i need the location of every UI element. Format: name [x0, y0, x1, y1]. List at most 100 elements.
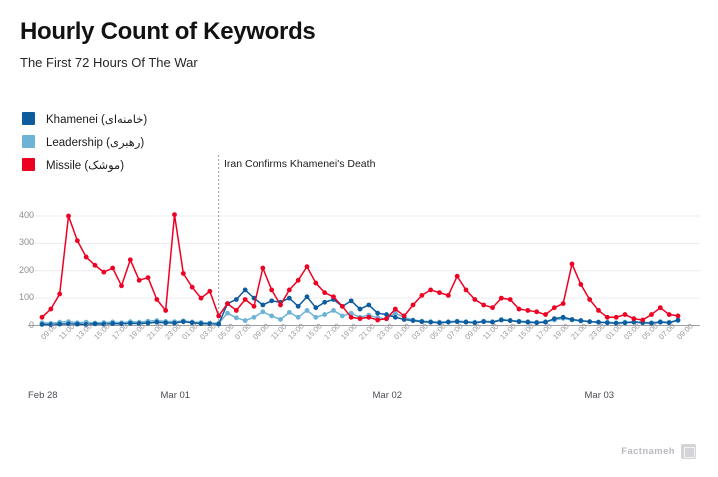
data-point[interactable]: [551, 317, 557, 323]
data-point[interactable]: [375, 317, 381, 323]
data-point[interactable]: [322, 290, 328, 296]
data-point[interactable]: [657, 305, 663, 311]
data-point[interactable]: [560, 314, 566, 320]
data-point[interactable]: [543, 312, 548, 317]
data-point[interactable]: [445, 292, 451, 298]
data-point[interactable]: [322, 299, 328, 305]
data-point[interactable]: [357, 314, 363, 320]
data-point[interactable]: [39, 314, 45, 320]
data-point[interactable]: [348, 310, 354, 316]
data-point[interactable]: [304, 294, 310, 300]
data-point[interactable]: [657, 319, 663, 325]
data-point[interactable]: [145, 318, 151, 324]
data-point[interactable]: [322, 312, 328, 317]
data-point[interactable]: [278, 302, 283, 308]
data-point[interactable]: [534, 320, 540, 326]
data-point[interactable]: [163, 320, 169, 326]
data-point[interactable]: [74, 321, 80, 327]
data-point[interactable]: [445, 319, 451, 325]
data-point[interactable]: [331, 308, 336, 313]
data-point[interactable]: [463, 287, 469, 293]
data-point[interactable]: [57, 321, 63, 327]
data-point[interactable]: [225, 310, 230, 316]
legend-item-missile[interactable]: Missile (موشک): [22, 154, 282, 175]
data-point[interactable]: [604, 320, 610, 326]
data-point[interactable]: [339, 303, 345, 309]
data-point[interactable]: [401, 313, 407, 319]
data-point[interactable]: [331, 297, 336, 302]
data-point[interactable]: [560, 315, 566, 321]
data-point[interactable]: [269, 298, 275, 304]
data-point[interactable]: [525, 308, 531, 313]
data-point[interactable]: [48, 306, 54, 312]
data-point[interactable]: [454, 273, 460, 279]
data-point[interactable]: [507, 297, 513, 302]
data-point[interactable]: [437, 290, 442, 296]
data-point[interactable]: [649, 312, 654, 317]
data-point[interactable]: [233, 315, 239, 321]
data-point[interactable]: [216, 321, 222, 327]
data-point[interactable]: [410, 317, 416, 323]
legend-item-khamenei[interactable]: Khamenei (خامنه‌ای): [22, 108, 282, 129]
data-point[interactable]: [119, 283, 124, 289]
data-point[interactable]: [39, 322, 45, 327]
data-point[interactable]: [136, 277, 142, 283]
data-point[interactable]: [251, 295, 257, 301]
data-point[interactable]: [472, 297, 478, 302]
data-point[interactable]: [675, 317, 681, 323]
data-point[interactable]: [269, 313, 275, 319]
data-point[interactable]: [622, 320, 628, 326]
data-point[interactable]: [498, 317, 504, 323]
data-point[interactable]: [640, 319, 646, 325]
data-point[interactable]: [127, 320, 133, 326]
data-point[interactable]: [145, 320, 151, 326]
data-point[interactable]: [490, 305, 495, 311]
data-point[interactable]: [260, 265, 266, 271]
data-point[interactable]: [516, 306, 522, 312]
data-point[interactable]: [498, 295, 504, 301]
data-point[interactable]: [180, 319, 186, 325]
data-point[interactable]: [286, 295, 292, 301]
data-point[interactable]: [366, 314, 372, 320]
data-point[interactable]: [560, 301, 566, 306]
data-point[interactable]: [551, 316, 557, 322]
data-point[interactable]: [410, 302, 416, 308]
data-point[interactable]: [313, 280, 319, 286]
data-point[interactable]: [313, 314, 319, 320]
data-point[interactable]: [392, 306, 398, 312]
data-point[interactable]: [92, 320, 98, 326]
data-point[interactable]: [66, 213, 71, 219]
data-point[interactable]: [366, 312, 372, 318]
data-point[interactable]: [463, 319, 469, 325]
data-point[interactable]: [640, 320, 646, 326]
data-point[interactable]: [242, 287, 248, 293]
data-point[interactable]: [172, 212, 177, 218]
data-point[interactable]: [428, 287, 434, 293]
data-point[interactable]: [198, 295, 204, 301]
data-point[interactable]: [419, 292, 425, 298]
data-point[interactable]: [313, 305, 319, 311]
data-point[interactable]: [339, 313, 345, 319]
data-point[interactable]: [657, 319, 663, 325]
data-point[interactable]: [445, 319, 451, 325]
data-point[interactable]: [631, 316, 637, 322]
data-point[interactable]: [233, 297, 239, 302]
data-point[interactable]: [233, 308, 239, 313]
data-point[interactable]: [74, 238, 80, 244]
data-point[interactable]: [481, 302, 487, 308]
data-point[interactable]: [384, 312, 389, 317]
data-point[interactable]: [207, 288, 213, 294]
data-point[interactable]: [498, 317, 504, 322]
data-point[interactable]: [375, 315, 381, 321]
data-point[interactable]: [127, 319, 133, 325]
data-point[interactable]: [339, 303, 345, 309]
data-point[interactable]: [463, 319, 469, 325]
data-point[interactable]: [622, 312, 628, 317]
data-point[interactable]: [101, 269, 107, 275]
data-point[interactable]: [163, 318, 169, 324]
data-point[interactable]: [587, 297, 593, 302]
data-point[interactable]: [110, 265, 116, 271]
data-point[interactable]: [534, 319, 540, 325]
data-point[interactable]: [348, 298, 354, 304]
data-point[interactable]: [578, 282, 584, 287]
